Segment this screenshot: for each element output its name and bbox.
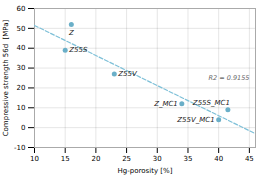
svg-text:30: 30	[153, 155, 162, 163]
svg-text:10: 10	[17, 104, 26, 112]
svg-text:30: 30	[17, 64, 26, 72]
svg-text:60: 60	[17, 5, 26, 13]
svg-text:R2 = 0.9155: R2 = 0.9155	[209, 74, 250, 82]
svg-text:40: 40	[214, 155, 223, 163]
svg-text:0: 0	[21, 124, 25, 132]
svg-text:10: 10	[30, 155, 39, 163]
svg-text:40: 40	[17, 44, 26, 52]
svg-text:20: 20	[17, 84, 26, 92]
svg-text:Compressive strength 56d [MPa: Compressive strength 56d [MPa]	[2, 19, 10, 136]
svg-text:Z55V: Z55V	[117, 70, 138, 78]
svg-text:45: 45	[245, 155, 254, 163]
svg-text:Z_MC1: Z_MC1	[153, 100, 178, 108]
svg-text:35: 35	[184, 155, 193, 163]
svg-text:Z55S: Z55S	[68, 46, 88, 54]
svg-text:15: 15	[61, 155, 70, 163]
svg-text:20: 20	[91, 155, 100, 163]
svg-text:25: 25	[122, 155, 131, 163]
svg-text:Hg-porosity [%]: Hg-porosity [%]	[118, 167, 173, 175]
svg-text:50: 50	[17, 25, 26, 33]
svg-text:Z55V_MC1: Z55V_MC1	[176, 116, 214, 124]
svg-text:Z55S_MC1: Z55S_MC1	[192, 99, 230, 107]
svg-text:-10: -10	[14, 144, 25, 152]
svg-text:Z: Z	[68, 29, 74, 37]
